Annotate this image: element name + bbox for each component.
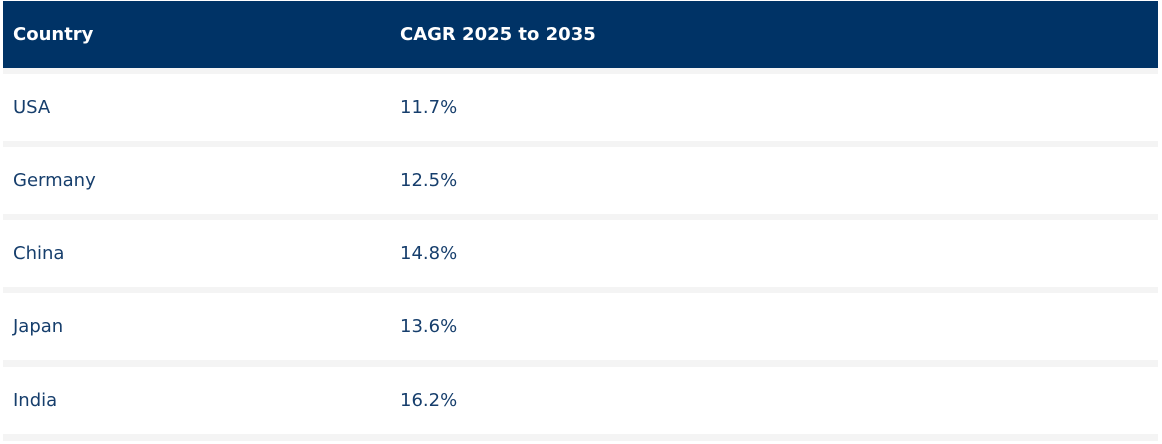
table-row: China 14.8% <box>3 220 1158 287</box>
column-header-cagr: CAGR 2025 to 2035 <box>400 24 596 45</box>
table-row: Japan 13.6% <box>3 293 1158 360</box>
cell-cagr: 12.5% <box>400 170 458 191</box>
cell-country: Japan <box>13 316 64 337</box>
cell-cagr: 14.8% <box>400 243 458 264</box>
table-row: Germany 12.5% <box>3 147 1158 214</box>
cell-cagr: 11.7% <box>400 97 458 118</box>
cagr-table: Country CAGR 2025 to 2035 USA 11.7% Germ… <box>3 1 1158 441</box>
table-row: USA 11.7% <box>3 74 1158 141</box>
cell-cagr: 13.6% <box>400 316 458 337</box>
cell-country: China <box>13 243 65 264</box>
column-header-country: Country <box>13 24 94 45</box>
cell-country: USA <box>13 97 51 118</box>
table-header-row: Country CAGR 2025 to 2035 <box>3 1 1158 68</box>
table-row: India 16.2% <box>3 367 1158 434</box>
cell-country: India <box>13 390 58 411</box>
cell-cagr: 16.2% <box>400 390 458 411</box>
cell-country: Germany <box>13 170 96 191</box>
